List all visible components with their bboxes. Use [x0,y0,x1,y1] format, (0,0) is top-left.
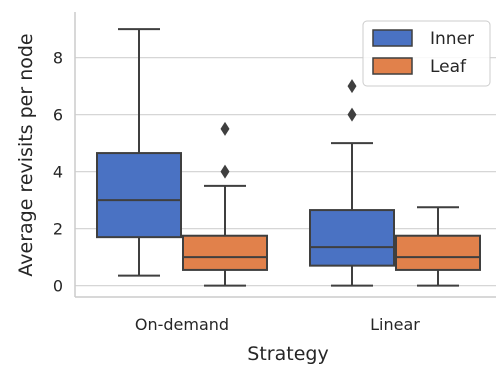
box-leaf-linear [395,206,481,287]
y-tick-label: 4 [53,163,63,182]
plot-area [96,28,481,287]
y-axis-label: Average revisits per node [15,33,37,276]
y-tick-label: 6 [53,106,63,125]
box-iqr [395,234,481,271]
box-inner-on-demand [96,28,182,277]
legend-label: Inner [430,29,474,49]
x-tick-labels: On-demand Linear [135,315,420,334]
legend-label: Leaf [430,57,467,77]
outlier-point [220,164,230,179]
legend: Inner Leaf [362,20,491,87]
outlier-point [347,107,357,122]
x-axis-label: Strategy [247,343,328,365]
box-iqr [182,234,268,271]
box-leaf-on-demand [182,121,268,287]
y-tick-label: 0 [53,277,63,296]
axes [74,12,496,298]
y-tick-label: 8 [53,49,63,68]
y-tick-labels: 0 2 4 6 8 [53,49,63,296]
outlier-point [347,79,357,94]
legend-swatch [372,57,413,75]
legend-swatch [372,29,413,47]
outlier-point [220,121,230,136]
box-iqr [96,152,182,239]
box-iqr [309,209,395,267]
x-tick-label: Linear [370,315,420,334]
box-inner-linear [309,79,395,287]
y-tick-label: 2 [53,220,63,239]
x-tick-label: On-demand [135,315,229,334]
